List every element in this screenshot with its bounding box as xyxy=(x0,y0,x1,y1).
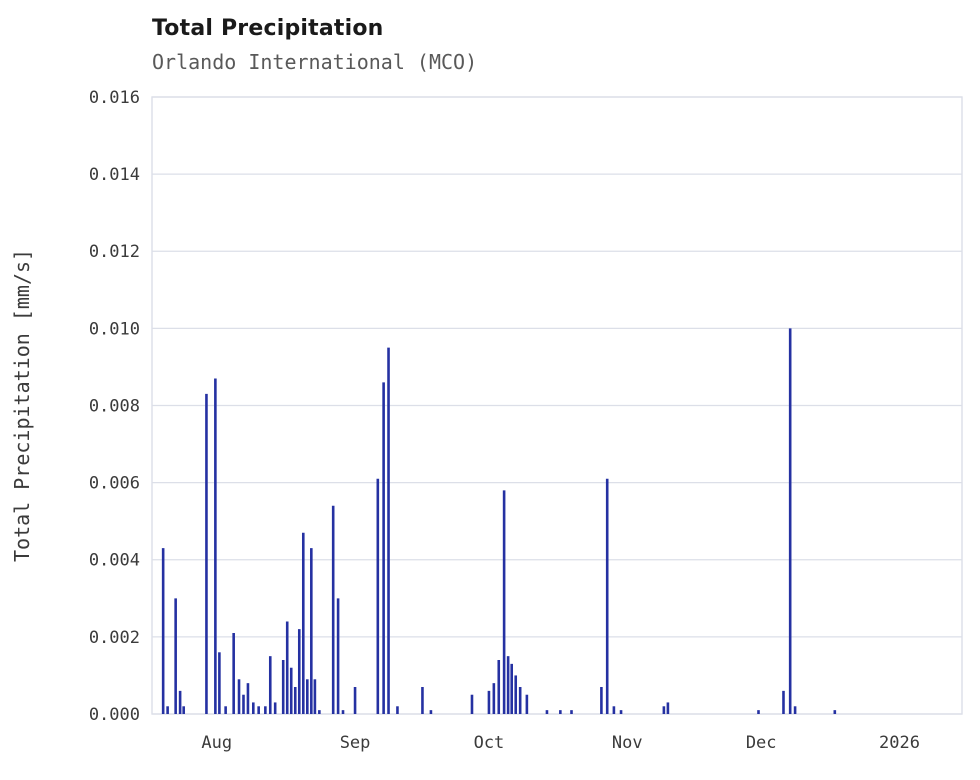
chart-subtitle: Orlando International (MCO) xyxy=(152,50,478,74)
y-tick-label: 0.004 xyxy=(89,551,140,571)
x-tick-label: Sep xyxy=(340,733,371,753)
x-tick-label: Oct xyxy=(474,733,505,753)
y-tick-label: 0.010 xyxy=(89,319,140,339)
y-tick-label: 0.000 xyxy=(89,705,140,725)
y-tick-label: 0.006 xyxy=(89,474,140,494)
chart-title: Total Precipitation xyxy=(152,16,384,41)
y-tick-label: 0.014 xyxy=(89,165,140,185)
y-tick-label: 0.008 xyxy=(89,396,140,416)
x-tick-label: Nov xyxy=(612,733,643,753)
y-axis-label: Total Precipitation [mm/s] xyxy=(10,248,34,563)
y-tick-label: 0.016 xyxy=(89,88,140,108)
y-tick-label: 0.002 xyxy=(89,628,140,648)
x-tick-label: Aug xyxy=(201,733,232,753)
x-tick-label: 2026 xyxy=(879,733,920,753)
y-tick-label: 0.012 xyxy=(89,242,140,262)
x-tick-label: Dec xyxy=(746,733,777,753)
plot-border xyxy=(151,96,963,715)
